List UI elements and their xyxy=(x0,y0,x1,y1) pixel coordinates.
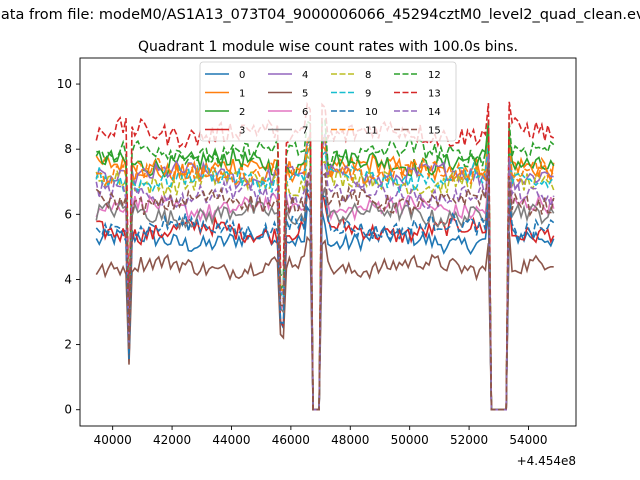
chart-title: Quadrant 1 module wise count rates with … xyxy=(138,39,518,55)
y-tick-label: 6 xyxy=(64,207,72,221)
legend-label: 13 xyxy=(428,89,441,100)
x-offset-label: +4.454e8 xyxy=(517,454,576,468)
legend-label: 14 xyxy=(428,107,441,118)
legend-label: 6 xyxy=(302,107,308,118)
figure-suptitle: Data from file: modeM0/AS1A13_073T04_900… xyxy=(0,7,640,23)
y-tick-label: 0 xyxy=(64,403,72,417)
legend-label: 15 xyxy=(428,126,441,137)
legend-box xyxy=(199,61,457,142)
x-tick-label: 44000 xyxy=(212,433,250,447)
x-tick-label: 40000 xyxy=(94,433,132,447)
legend-label: 7 xyxy=(302,126,308,137)
series-lines xyxy=(95,101,555,411)
legend-label: 11 xyxy=(365,126,378,137)
series-line-7 xyxy=(95,181,555,411)
legend-label: 10 xyxy=(365,107,378,118)
legend-label: 3 xyxy=(239,126,245,137)
series-line-0 xyxy=(95,204,555,411)
plot-frame xyxy=(79,57,577,427)
legend-label: 4 xyxy=(302,70,308,81)
x-tick-label: 46000 xyxy=(272,433,310,447)
x-tick-label: 50000 xyxy=(391,433,429,447)
legend-label: 9 xyxy=(365,89,371,100)
y-tick-label: 10 xyxy=(57,77,72,91)
y-tick-label: 2 xyxy=(64,338,72,352)
x-tick-label: 52000 xyxy=(450,433,488,447)
legend-label: 1 xyxy=(239,89,245,100)
series-line-8 xyxy=(95,148,555,411)
x-tick-label: 42000 xyxy=(153,433,191,447)
series-line-10 xyxy=(95,186,555,411)
legend-label: 5 xyxy=(302,89,308,100)
legend-label: 12 xyxy=(428,70,441,81)
legend-label: 2 xyxy=(239,107,245,118)
series-line-9 xyxy=(95,141,555,411)
x-tick-label: 48000 xyxy=(331,433,369,447)
legend-label: 8 xyxy=(365,70,371,81)
x-tick-label: 54000 xyxy=(509,433,547,447)
y-tick-label: 4 xyxy=(64,272,72,286)
axes: 40000 42000 44000 46000 48000 50000 52000 54000… xyxy=(57,57,577,447)
series-line-15 xyxy=(95,162,555,411)
series-line-5 xyxy=(95,232,554,411)
y-tick-label: 8 xyxy=(64,142,72,156)
legend-label: 0 xyxy=(239,70,245,81)
series-line-13 xyxy=(95,101,555,411)
